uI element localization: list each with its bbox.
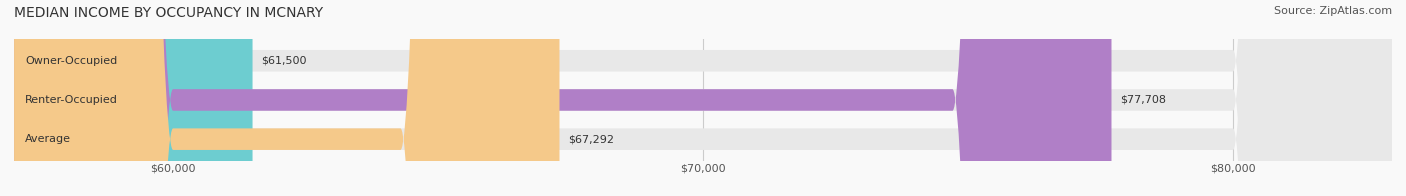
Text: Average: Average [25, 134, 72, 144]
Text: Owner-Occupied: Owner-Occupied [25, 56, 117, 66]
FancyBboxPatch shape [14, 0, 1392, 196]
Text: $61,500: $61,500 [260, 56, 307, 66]
Text: $67,292: $67,292 [568, 134, 614, 144]
Text: Renter-Occupied: Renter-Occupied [25, 95, 118, 105]
FancyBboxPatch shape [14, 0, 1112, 196]
FancyBboxPatch shape [14, 0, 1392, 196]
Text: Source: ZipAtlas.com: Source: ZipAtlas.com [1274, 6, 1392, 16]
FancyBboxPatch shape [14, 0, 1392, 196]
Text: $77,708: $77,708 [1119, 95, 1166, 105]
FancyBboxPatch shape [14, 0, 253, 196]
FancyBboxPatch shape [14, 0, 560, 196]
Text: MEDIAN INCOME BY OCCUPANCY IN MCNARY: MEDIAN INCOME BY OCCUPANCY IN MCNARY [14, 6, 323, 20]
